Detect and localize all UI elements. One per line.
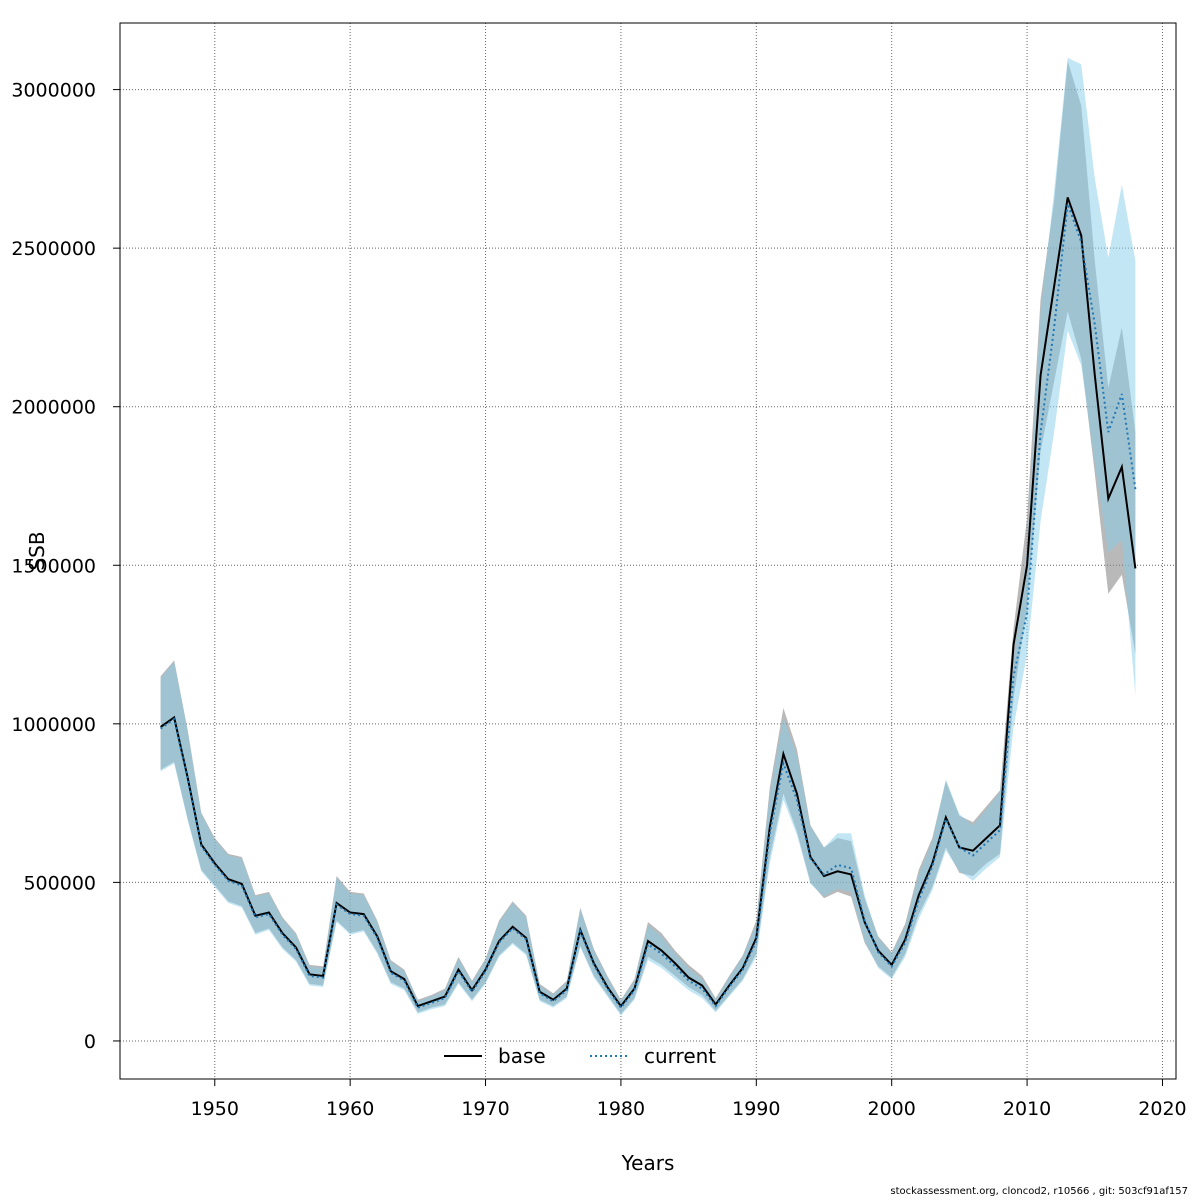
x-tick-label: 2000 [868,1098,916,1120]
x-tick-label: 1960 [326,1098,374,1120]
x-tick-label: 1990 [732,1098,780,1120]
x-tick-label: 2010 [1003,1098,1051,1120]
plot-frame [119,22,1177,1080]
y-tick-label: 2500000 [11,238,96,260]
y-tick-label: 1000000 [11,714,96,736]
line-current [160,203,1137,1010]
y-axis-label: SSB [25,531,49,570]
x-axis: 1950 1960 1970 1980 1990 2000 2010 2020 [191,1079,1187,1120]
x-tick-label: 1950 [191,1098,239,1120]
x-axis-label: Years [621,1151,675,1175]
y-axis: 0 500000 1000000 1500000 2000000 2500000 30000… [11,80,120,1053]
y-tick-label: 2000000 [11,397,96,419]
footer-note: stockassessment.org, cloncod2, r10566 , … [890,1186,1188,1197]
x-tick-label: 2020 [1138,1098,1186,1120]
y-tick-label: 3000000 [11,80,96,102]
y-tick-label: 1500000 [11,555,96,577]
y-tick-label: 500000 [23,872,96,894]
legend: base current [444,1044,716,1068]
confidence-bands [160,57,1136,1016]
band-base [160,61,1136,1014]
legend-label-base: base [498,1044,546,1068]
band-current [160,57,1136,1016]
line-base [160,197,1137,1008]
x-tick-label: 1980 [597,1098,645,1120]
x-tick-label: 1970 [461,1098,509,1120]
y-tick-label: 0 [84,1031,96,1053]
series-lines [160,197,1137,1010]
legend-label-current: current [644,1044,716,1068]
